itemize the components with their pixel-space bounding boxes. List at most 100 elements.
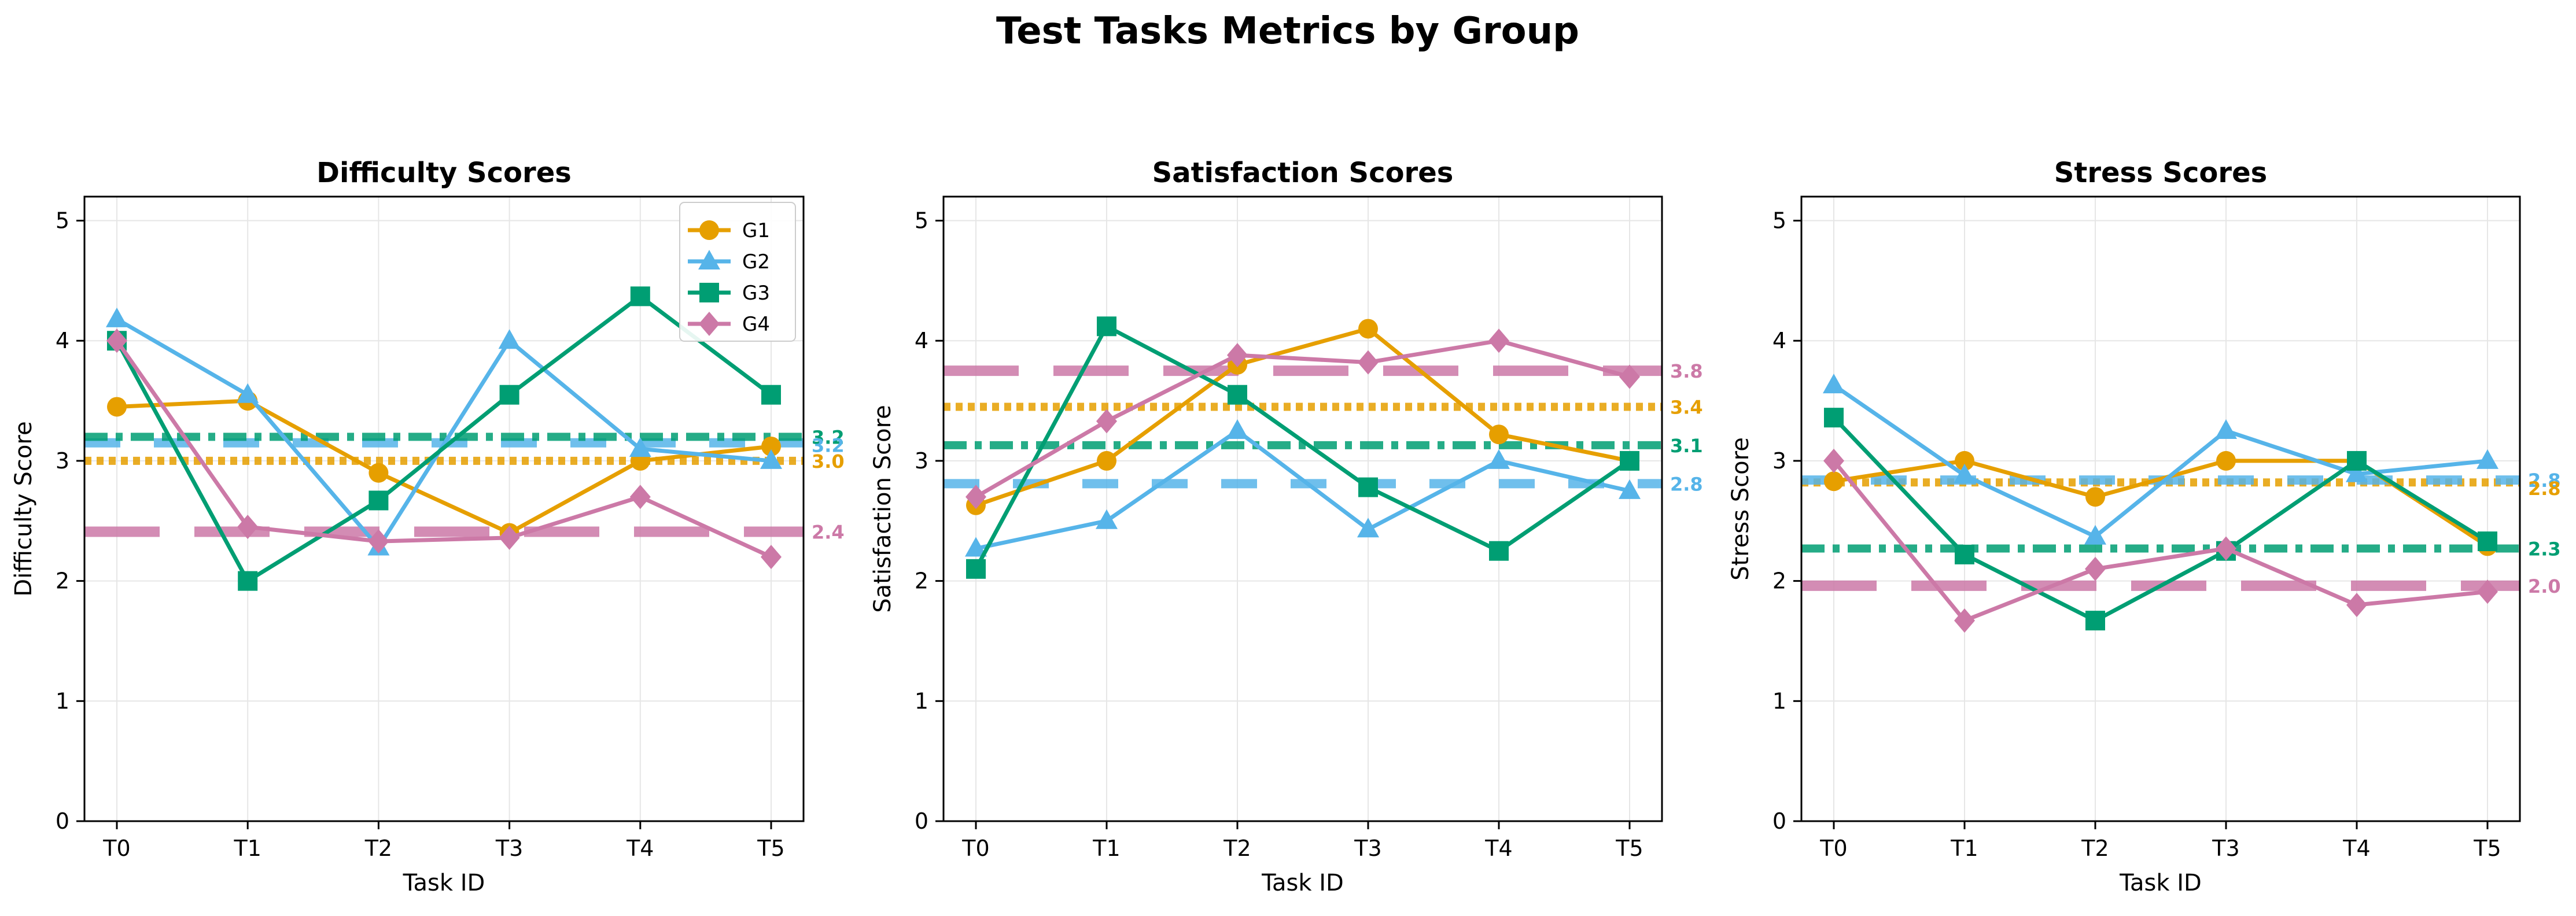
x-axis-label: Task ID (403, 870, 485, 896)
data-point-g4 (2085, 556, 2106, 581)
data-point-g2 (629, 437, 651, 457)
x-tick-label: T3 (1354, 836, 1381, 861)
chart-panel-2: 3.8 3.4 3.1 2.8 0 1 2 3 4 5 T0 T1 T2 T3 T4 T5 Satisfacti… (869, 157, 1703, 896)
x-tick-label: T3 (2212, 836, 2239, 861)
legend-marker-g2 (698, 250, 720, 269)
data-point-g3 (1620, 450, 1639, 471)
y-tick-label: 5 (1772, 208, 1786, 234)
mean-label-g3: 3.2 (812, 426, 845, 448)
data-point-g4 (1823, 448, 1844, 473)
data-point-g1 (2085, 487, 2105, 507)
legend-box (679, 202, 796, 342)
x-tick-label: T2 (364, 836, 392, 861)
data-point-g2 (106, 307, 128, 327)
series-line-g3 (115, 294, 773, 583)
data-point-g3 (499, 385, 519, 405)
mean-label-g2: 2.8 (1670, 473, 1703, 495)
data-point-g2 (1226, 419, 1248, 439)
legend-label-g3: G3 (742, 282, 770, 305)
data-point-g2 (1619, 479, 1641, 499)
data-point-g1 (1955, 450, 1974, 471)
mean-label-g1: 3.4 (1670, 396, 1703, 418)
data-point-g4 (1619, 364, 1640, 389)
series-line-g3 (974, 324, 1631, 570)
data-point-g4 (1358, 350, 1379, 375)
series-line-g2 (975, 429, 1630, 551)
series-line-g2 (1833, 383, 2488, 539)
data-point-g3 (238, 571, 258, 591)
y-axis-label: Difficulty Score (10, 421, 37, 596)
data-point-g4 (499, 525, 520, 550)
y-tick-label: 1 (1772, 688, 1786, 714)
x-axis-label: Task ID (1261, 870, 1344, 896)
data-point-g4 (1488, 328, 1509, 353)
y-tick-label: 2 (1772, 568, 1786, 594)
data-point-g3 (966, 559, 986, 579)
series-line-g1 (975, 326, 1630, 508)
x-tick-label: T3 (495, 836, 523, 861)
data-point-g4 (368, 529, 389, 554)
x-tick-label: T1 (234, 836, 261, 861)
y-tick-label: 1 (915, 688, 928, 714)
y-tick-label: 4 (56, 328, 69, 353)
data-point-g3 (2085, 611, 2105, 631)
mean-label-g3: 3.1 (1670, 435, 1703, 457)
legend-label-g4: G4 (742, 313, 770, 336)
legend-label-g2: G2 (742, 250, 770, 274)
x-tick-label: T5 (757, 836, 784, 861)
x-tick-label: T5 (1615, 836, 1643, 861)
data-point-g2 (965, 537, 987, 557)
y-tick-label: 2 (56, 568, 69, 594)
x-tick-label: T4 (1484, 836, 1512, 861)
data-point-g1 (1489, 424, 1509, 445)
data-point-g4 (1227, 343, 1248, 368)
data-point-g1 (107, 397, 127, 417)
data-point-g3 (1097, 316, 1116, 337)
panel-title: Difficulty Scores (316, 157, 572, 189)
series-line-g4 (115, 339, 772, 559)
mean-label-g1: 2.8 (2528, 478, 2561, 500)
x-tick-label: T2 (1223, 836, 1251, 861)
data-point-g2 (1096, 509, 1118, 529)
y-tick-label: 5 (915, 208, 928, 234)
y-tick-label: 5 (56, 208, 69, 234)
mean-label-g4: 2.4 (812, 521, 845, 543)
mean-label-g4: 3.8 (1670, 360, 1703, 382)
data-point-g2 (1488, 449, 1510, 469)
data-point-g1 (368, 463, 389, 483)
x-tick-label: T0 (102, 836, 130, 861)
data-point-g4 (1096, 409, 1117, 434)
x-tick-label: T4 (626, 836, 654, 861)
data-point-g3 (761, 385, 781, 405)
x-tick-label: T4 (2342, 836, 2370, 861)
data-point-g3 (2478, 531, 2497, 552)
series-line-g4 (975, 338, 1630, 499)
data-point-g4 (237, 515, 259, 540)
x-axis-label: Task ID (2119, 870, 2202, 896)
mean-label-g3: 2.3 (2528, 538, 2561, 560)
panel-title: Stress Scores (2054, 157, 2267, 189)
data-point-g3 (2347, 450, 2367, 471)
data-point-g2 (2477, 449, 2498, 469)
data-point-g1 (2216, 450, 2236, 471)
mean-label-g2: 2.8 (2528, 470, 2561, 492)
data-point-g3 (1228, 385, 1247, 405)
y-tick-label: 2 (915, 568, 928, 594)
mean-label-g4: 2.0 (2528, 575, 2561, 597)
y-axis-label: Satisfaction Score (869, 405, 896, 613)
chart-panel-1: 3.23.23.0 2.4 0 1 2 3 4 5 T0 T1 T2 T3 T4 T5 Difficulty… (10, 157, 845, 896)
x-tick-label: T0 (1819, 836, 1847, 861)
data-point-g4 (965, 485, 986, 509)
series-line-g1 (1833, 459, 2489, 548)
y-tick-label: 3 (56, 448, 69, 474)
data-point-g2 (2215, 419, 2237, 439)
data-point-g2 (760, 449, 782, 469)
data-point-g2 (2346, 462, 2368, 482)
x-tick-label: T5 (2473, 836, 2501, 861)
y-tick-label: 1 (56, 688, 69, 714)
data-point-g2 (1954, 463, 1976, 483)
data-point-g2 (1357, 518, 1379, 538)
data-point-g2 (237, 383, 259, 403)
data-point-g3 (1358, 477, 1378, 497)
